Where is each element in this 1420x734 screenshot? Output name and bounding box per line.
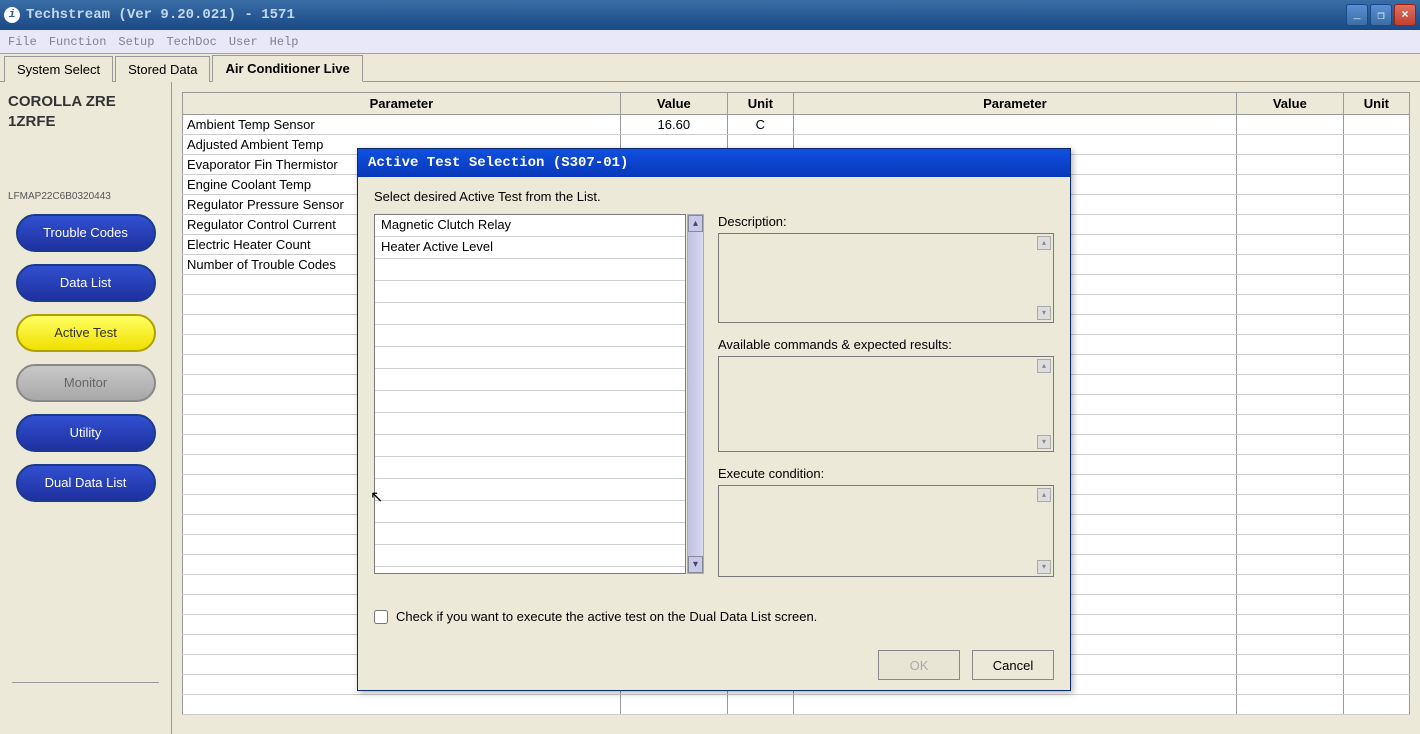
col-header: Parameter [793, 93, 1236, 115]
minimize-button[interactable]: _ [1346, 4, 1368, 26]
sidebar: COROLLA ZRE 1ZRFE LFMAP22C6B0320443 Trou… [0, 82, 172, 734]
active-test-listbox[interactable]: Magnetic Clutch RelayHeater Active Level [374, 214, 686, 574]
tabbar: System SelectStored DataAir Conditioner … [0, 54, 1420, 82]
list-item-empty [375, 259, 685, 281]
app-icon: i [4, 7, 20, 23]
menubar: File Function Setup TechDoc User Help [0, 30, 1420, 54]
maximize-button[interactable]: ❐ [1370, 4, 1392, 26]
vehicle-name: COROLLA ZRE 1ZRFE [8, 92, 163, 131]
condition-label: Execute condition: [718, 466, 1054, 481]
list-item-empty [375, 325, 685, 347]
nav-dual-data-list[interactable]: Dual Data List [16, 464, 156, 502]
list-item-empty [375, 281, 685, 303]
menu-techdoc[interactable]: TechDoc [166, 35, 216, 49]
list-item[interactable]: Heater Active Level [375, 237, 685, 259]
list-item-empty [375, 457, 685, 479]
menu-user[interactable]: User [229, 35, 258, 49]
dialog-title: Active Test Selection (S307-01) [358, 149, 1070, 177]
col-header: Unit [1343, 93, 1409, 115]
list-item-empty [375, 435, 685, 457]
sidebar-divider [12, 682, 159, 683]
ok-button[interactable]: OK [878, 650, 960, 680]
dual-data-list-checkbox[interactable] [374, 610, 388, 624]
list-item-empty [375, 413, 685, 435]
list-item-empty [375, 347, 685, 369]
nav-data-list[interactable]: Data List [16, 264, 156, 302]
nav-utility[interactable]: Utility [16, 414, 156, 452]
cmds-scroll-up-icon[interactable]: ▴ [1037, 359, 1051, 373]
scroll-track[interactable] [688, 232, 703, 556]
vin-label: LFMAP22C6B0320443 [8, 191, 163, 202]
cancel-button[interactable]: Cancel [972, 650, 1054, 680]
tab-stored-data[interactable]: Stored Data [115, 56, 210, 82]
list-item[interactable]: Magnetic Clutch Relay [375, 215, 685, 237]
desc-scroll-down-icon[interactable]: ▾ [1037, 306, 1051, 320]
dialog-instruction: Select desired Active Test from the List… [374, 189, 1054, 204]
cond-scroll-down-icon[interactable]: ▾ [1037, 560, 1051, 574]
active-test-dialog: Active Test Selection (S307-01) Select d… [357, 148, 1071, 691]
list-item-empty [375, 545, 685, 567]
scroll-up-icon[interactable]: ▴ [688, 215, 703, 232]
tab-system-select[interactable]: System Select [4, 56, 113, 82]
list-item-empty [375, 479, 685, 501]
col-header: Value [620, 93, 727, 115]
commands-label: Available commands & expected results: [718, 337, 1054, 352]
table-row[interactable]: Ambient Temp Sensor16.60C [183, 115, 1410, 135]
menu-function[interactable]: Function [49, 35, 107, 49]
list-item-empty [375, 303, 685, 325]
list-item-empty [375, 391, 685, 413]
col-header: Unit [727, 93, 793, 115]
scroll-down-icon[interactable]: ▾ [688, 556, 703, 573]
cond-scroll-up-icon[interactable]: ▴ [1037, 488, 1051, 502]
col-header: Parameter [183, 93, 621, 115]
commands-box[interactable]: ▴ ▾ [718, 356, 1054, 452]
table-row [183, 695, 1410, 715]
description-label: Description: [718, 214, 1054, 229]
menu-setup[interactable]: Setup [118, 35, 154, 49]
menu-help[interactable]: Help [270, 35, 299, 49]
nav-active-test[interactable]: Active Test [16, 314, 156, 352]
tab-air-conditioner-live[interactable]: Air Conditioner Live [212, 55, 362, 82]
window-titlebar: i Techstream (Ver 9.20.021) - 1571 _ ❐ × [0, 0, 1420, 30]
condition-box[interactable]: ▴ ▾ [718, 485, 1054, 577]
window-title: Techstream (Ver 9.20.021) - 1571 [26, 7, 295, 23]
cmds-scroll-down-icon[interactable]: ▾ [1037, 435, 1051, 449]
nav-trouble-codes[interactable]: Trouble Codes [16, 214, 156, 252]
nav-monitor: Monitor [16, 364, 156, 402]
close-button[interactable]: × [1394, 4, 1416, 26]
list-item-empty [375, 369, 685, 391]
listbox-scrollbar[interactable]: ▴ ▾ [687, 214, 704, 574]
menu-file[interactable]: File [8, 35, 37, 49]
desc-scroll-up-icon[interactable]: ▴ [1037, 236, 1051, 250]
checkbox-label: Check if you want to execute the active … [396, 609, 817, 624]
list-item-empty [375, 501, 685, 523]
description-box[interactable]: ▴ ▾ [718, 233, 1054, 323]
list-item-empty [375, 523, 685, 545]
col-header: Value [1236, 93, 1343, 115]
